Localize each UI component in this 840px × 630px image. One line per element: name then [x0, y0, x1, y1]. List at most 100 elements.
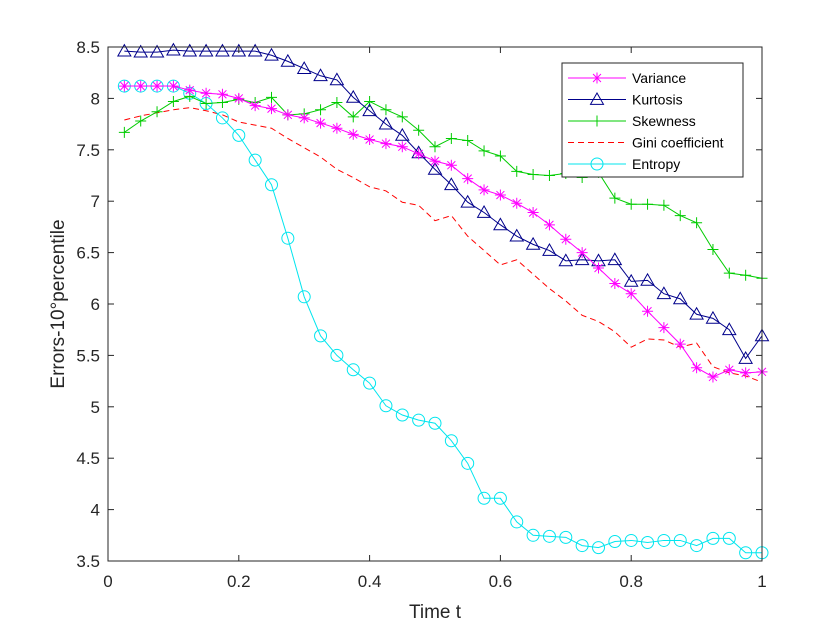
entropy-point: [657, 533, 671, 547]
variance-point: [167, 80, 179, 92]
series-gini-coefficient: [124, 107, 763, 383]
kurtosis-point: [443, 177, 459, 191]
variance-point: [135, 80, 147, 92]
kurtosis-point: [542, 243, 557, 256]
variance-point: [266, 103, 277, 115]
kurtosis-point: [166, 42, 181, 56]
variance-point: [118, 80, 130, 92]
kurtosis-point: [509, 228, 525, 242]
entropy-point: [641, 535, 655, 549]
skewness-point: [527, 168, 539, 180]
skewness-point: [478, 145, 490, 157]
kurtosis-point: [623, 273, 639, 287]
skewness-point: [707, 244, 719, 256]
skewness-point: [315, 104, 327, 116]
entropy-point: [739, 546, 753, 560]
entropy-point: [608, 534, 622, 548]
entropy-point: [248, 153, 262, 167]
variance-point: [723, 364, 735, 376]
kurtosis-point: [705, 310, 721, 324]
entropy-point: [314, 329, 328, 343]
entropy-point: [215, 111, 229, 125]
kurtosis-point: [133, 44, 149, 58]
entropy-point: [624, 533, 638, 547]
kurtosis-point: [345, 89, 361, 103]
kurtosis-point: [116, 43, 132, 57]
variance-point: [396, 141, 408, 153]
legend: Variance Kurtosis Skewness Gini coefficient…: [561, 62, 744, 178]
variance-point: [445, 159, 457, 171]
skewness-point: [135, 115, 147, 127]
skewness-point: [445, 132, 457, 144]
variance-point: [429, 155, 441, 167]
variance-point: [543, 219, 555, 231]
y-tick-label: 6: [91, 295, 100, 314]
variance-point: [691, 362, 703, 374]
kurtosis-point: [525, 236, 541, 250]
x-tick-label: 0: [103, 572, 112, 591]
variance-point: [331, 122, 343, 134]
skewness-point: [167, 95, 179, 107]
kurtosis-point: [394, 127, 410, 141]
series-kurtosis: [116, 42, 770, 364]
variance-point: [151, 80, 163, 92]
variance-point: [184, 84, 196, 96]
y-tick-label: 8: [91, 89, 100, 108]
skewness-point: [691, 217, 703, 229]
kurtosis-point: [215, 43, 230, 57]
skewness-point: [413, 124, 425, 136]
kurtosis-point: [247, 43, 263, 57]
variance-point: [740, 367, 752, 379]
kurtosis-point: [427, 161, 443, 175]
kurtosis-point: [198, 43, 214, 57]
y-tick-label: 4.5: [76, 449, 100, 468]
variance-point: [674, 338, 686, 350]
variance-point: [658, 322, 670, 334]
kurtosis-point: [329, 72, 345, 86]
entropy-point: [363, 376, 377, 390]
y-tick-label: 4: [91, 501, 100, 520]
x-tick-label: 0.6: [489, 572, 513, 591]
entropy-point: [592, 541, 605, 555]
legend-label: Gini coefficient: [632, 135, 724, 151]
variance-point: [233, 92, 245, 104]
variance-point: [593, 262, 604, 274]
skewness-point: [429, 141, 441, 153]
legend-item-variance: Variance: [568, 70, 686, 86]
kurtosis-point: [182, 43, 198, 57]
entropy-point: [542, 529, 556, 543]
variance-point: [249, 100, 261, 112]
legend-marker: [591, 72, 603, 84]
skewness-point: [200, 98, 212, 110]
variance-point: [200, 87, 212, 99]
entropy-point: [461, 456, 475, 470]
variance-point: [560, 233, 572, 245]
entropy-point: [559, 530, 573, 544]
legend-label: Entropy: [632, 156, 680, 172]
variance-point: [511, 197, 523, 209]
entropy-point: [673, 533, 687, 547]
legend-item-gini-coefficient: Gini coefficient: [568, 135, 724, 151]
legend-label: Skewness: [632, 113, 696, 129]
x-tick-label: 0.8: [619, 572, 643, 591]
skewness-point: [543, 170, 555, 181]
entropy-point: [346, 363, 360, 377]
entropy-line: [124, 85, 762, 554]
variance-line: [124, 85, 763, 378]
skewness-point: [674, 210, 686, 222]
entropy-point: [428, 416, 442, 430]
kurtosis-point: [721, 322, 737, 336]
x-tick-label: 0.2: [227, 572, 251, 591]
gini-coefficient-line: [124, 107, 763, 383]
skewness-point: [642, 198, 654, 210]
kurtosis-point: [280, 53, 296, 67]
variance-point: [527, 207, 539, 219]
x-axis-label: Time t: [409, 602, 462, 623]
kurtosis-point: [149, 44, 165, 58]
y-tick-label: 5.5: [76, 346, 100, 365]
entropy-point: [232, 128, 246, 142]
skewness-point: [347, 111, 359, 123]
kurtosis-point: [476, 205, 492, 218]
skewness-point: [331, 97, 343, 109]
